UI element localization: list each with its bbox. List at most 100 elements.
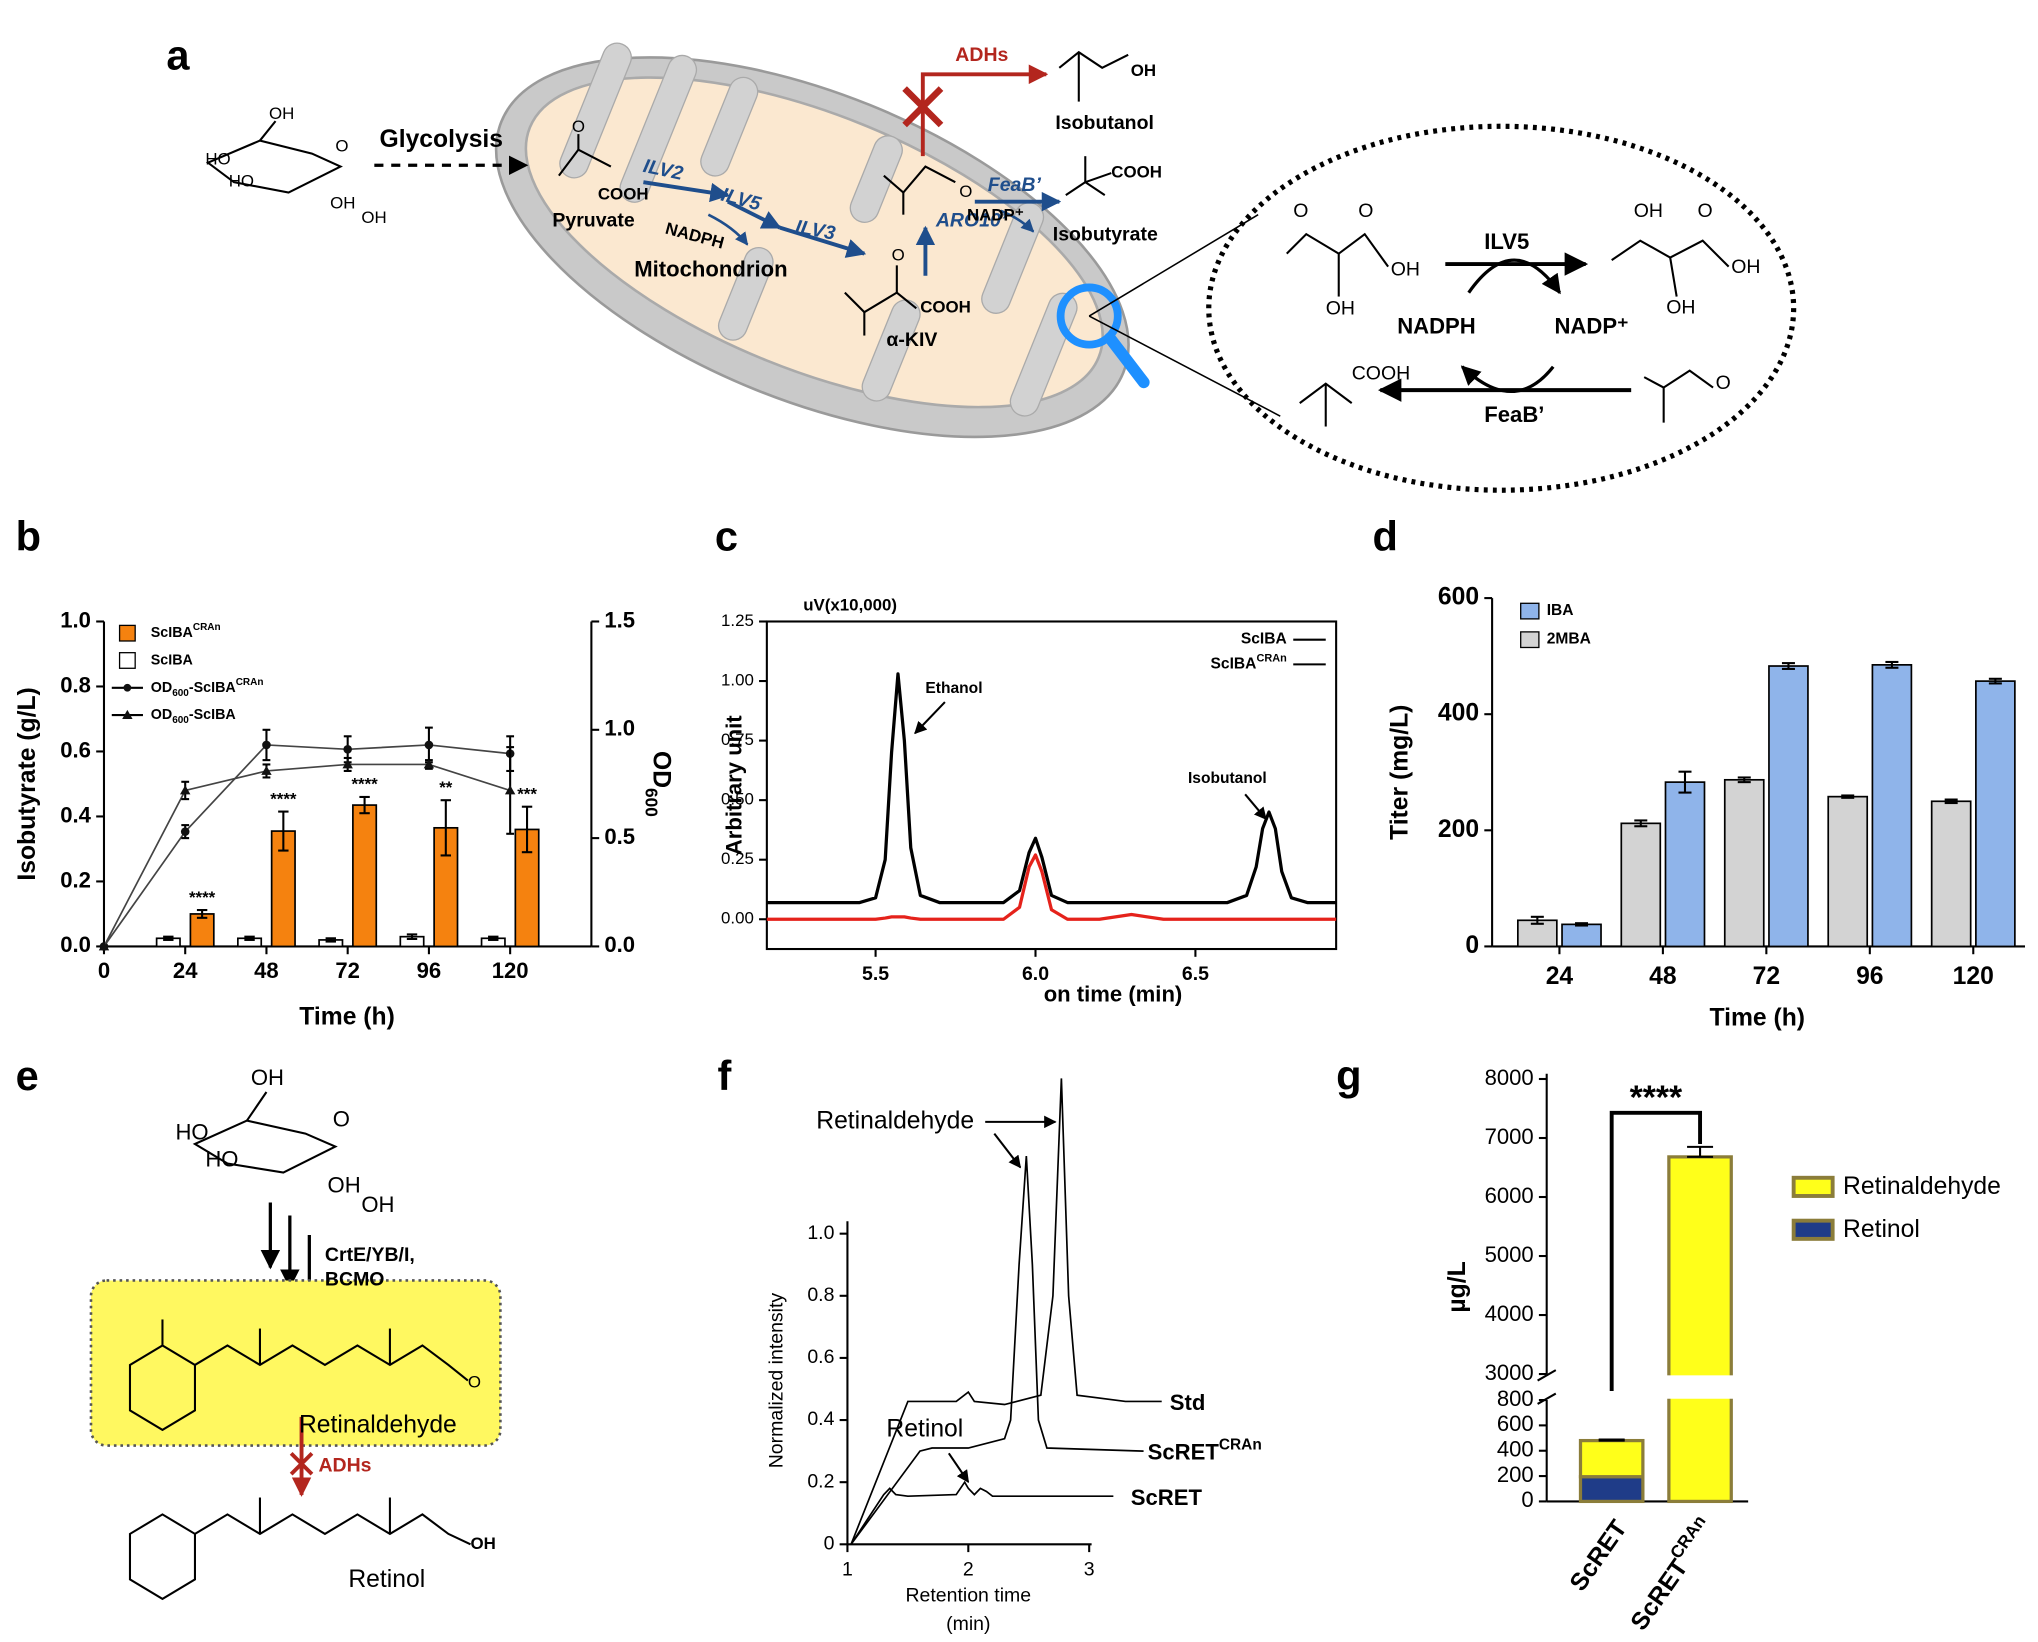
trace: [766, 672, 1337, 905]
diagram-e-labels: O: [333, 1106, 350, 1131]
diagram-e-labels: OH HO HO OH OH O CrtE/YB/I, BCMO O Retinaldeh…: [175, 1065, 495, 1593]
axis-break: [1537, 1369, 1557, 1382]
diagram-a-labels: ARO10’: [935, 209, 1007, 231]
diagram-a-labels: OH: [361, 208, 386, 227]
legend-label-part: 600: [172, 688, 189, 699]
legend-marker: [123, 683, 132, 692]
bar: [1768, 665, 1809, 948]
legend-label-part: 2MBA: [1547, 631, 1591, 648]
marker: [343, 745, 352, 754]
mitochondrion: [559, 42, 1078, 417]
trace-label: Std: [1170, 1390, 1206, 1415]
plot-frame: [765, 620, 1338, 951]
diagram-e-labels: O: [468, 1373, 481, 1392]
pathway-a: [259, 120, 277, 142]
x-tick-label: 24: [1546, 963, 1574, 990]
x-tick-label: 120: [1953, 963, 1994, 990]
diagram-e-labels: OH: [328, 1173, 361, 1198]
bar-segment: [1578, 1438, 1645, 1479]
y-axis-label: Normalized intensity: [765, 1293, 787, 1469]
y-tick-label: 200: [1438, 816, 1479, 843]
mitochondrion: [524, 76, 1104, 409]
y-axis-label: Isobutyrate (g/L): [14, 687, 41, 880]
pathway-a: [1000, 209, 1035, 233]
trace: [850, 1078, 1162, 1545]
pathway-a: [1058, 50, 1129, 69]
pathway-a: [205, 50, 1797, 493]
diagram-a-labels: HO: [205, 150, 230, 169]
legend-label: IBA: [1547, 602, 1574, 619]
x-tick-label: 2: [963, 1558, 974, 1580]
bar: [1975, 680, 2016, 948]
legend-label-part: ScIBA: [1211, 656, 1257, 673]
legend-label: Retinol: [1843, 1215, 1920, 1242]
mitochondrion: [619, 54, 698, 203]
trace-label: ScRET: [1131, 1485, 1203, 1510]
pathway-a: [844, 291, 917, 314]
y-tick-label: 200: [1497, 1462, 1534, 1487]
legend-label: Retinaldehyde: [1843, 1172, 2001, 1199]
pathway-e: [128, 1513, 197, 1601]
axis-break: [1537, 1392, 1557, 1405]
diagram-a-labels: OH: [269, 104, 294, 123]
y-tick-label: 0.2: [807, 1470, 834, 1492]
diagram-a-labels: HO: [229, 172, 254, 191]
trace: [766, 853, 1337, 921]
marker: [424, 740, 434, 750]
pathway-a: [902, 86, 944, 128]
pathway-a: [883, 165, 956, 195]
panel-labels: f: [717, 1052, 731, 1099]
pathway-a: [1056, 283, 1122, 349]
mitochondrion: [849, 135, 903, 223]
legend-label: 2MBA: [1547, 631, 1591, 648]
pathway-a: [1088, 214, 1259, 317]
legend-swatch: [1791, 1175, 1835, 1198]
trace-label: ScRETCRAn: [1148, 1436, 1262, 1464]
significance: ****: [351, 775, 378, 794]
x-tick-label: 72: [335, 958, 360, 983]
legend-label: ScIBACRAn: [151, 622, 221, 641]
marker: [262, 740, 271, 750]
x-tick-label: 6.5: [1182, 963, 1209, 985]
y-unit-label: uV(x10,000): [803, 595, 897, 614]
pathway-a: [1065, 180, 1106, 197]
y-tick-label: 1.0: [60, 607, 91, 632]
y2-axis-label-part: OD: [648, 751, 675, 788]
x-tick-label: 3: [1084, 1558, 1095, 1580]
legend-label-part: ScIBA: [1241, 631, 1287, 648]
y-tick-label: 0.2: [60, 867, 91, 892]
diagram-a-labels: OH HO HO OH OH O Glycolysis O COOH Pyruvate I…: [205, 44, 1760, 427]
pathway-a: [1669, 257, 1678, 297]
x-tick-label-part: CRAn: [1665, 1511, 1709, 1562]
pathway-a: [779, 225, 867, 258]
pathway-a: [1460, 365, 1555, 393]
annotation: Ethanol: [925, 680, 982, 697]
diagram-a-labels: COOH: [1111, 163, 1162, 182]
x-tick-label: 96: [417, 958, 442, 983]
pathway-a: [1286, 232, 1389, 268]
annotation-arrow: [947, 1452, 970, 1483]
x-tick-label: 120: [492, 958, 529, 983]
trace-label-part: Std: [1170, 1390, 1206, 1415]
y-tick-label: 1.5: [604, 607, 635, 632]
diagram-e-labels: ADHs: [318, 1454, 371, 1476]
significance: **: [439, 778, 453, 797]
y-tick-label: 800: [1497, 1386, 1534, 1411]
y-tick-label: 0.25: [721, 849, 754, 868]
legend-label-part: OD: [151, 680, 172, 696]
legend-swatch: [118, 652, 136, 669]
x-tick-label: 6.0: [1022, 963, 1049, 985]
annotation-arrow: [1244, 793, 1267, 821]
x-tick-label: 48: [1649, 963, 1676, 990]
legend-label-part: 600: [172, 715, 189, 726]
diagram-a-labels: O: [1358, 200, 1373, 222]
panel-labels: a b c d e f g: [16, 32, 1398, 1099]
y-tick-label: 0.4: [807, 1408, 834, 1430]
bar: [1930, 800, 1972, 948]
annotation: Retinol: [886, 1415, 963, 1442]
pathway-a: [1643, 376, 1665, 389]
diagram-a-labels: Pyruvate: [552, 209, 634, 231]
diagram-a-labels: OH: [1666, 296, 1695, 318]
mitochondrion: [494, 42, 1130, 439]
pathway-e: [194, 1344, 469, 1382]
